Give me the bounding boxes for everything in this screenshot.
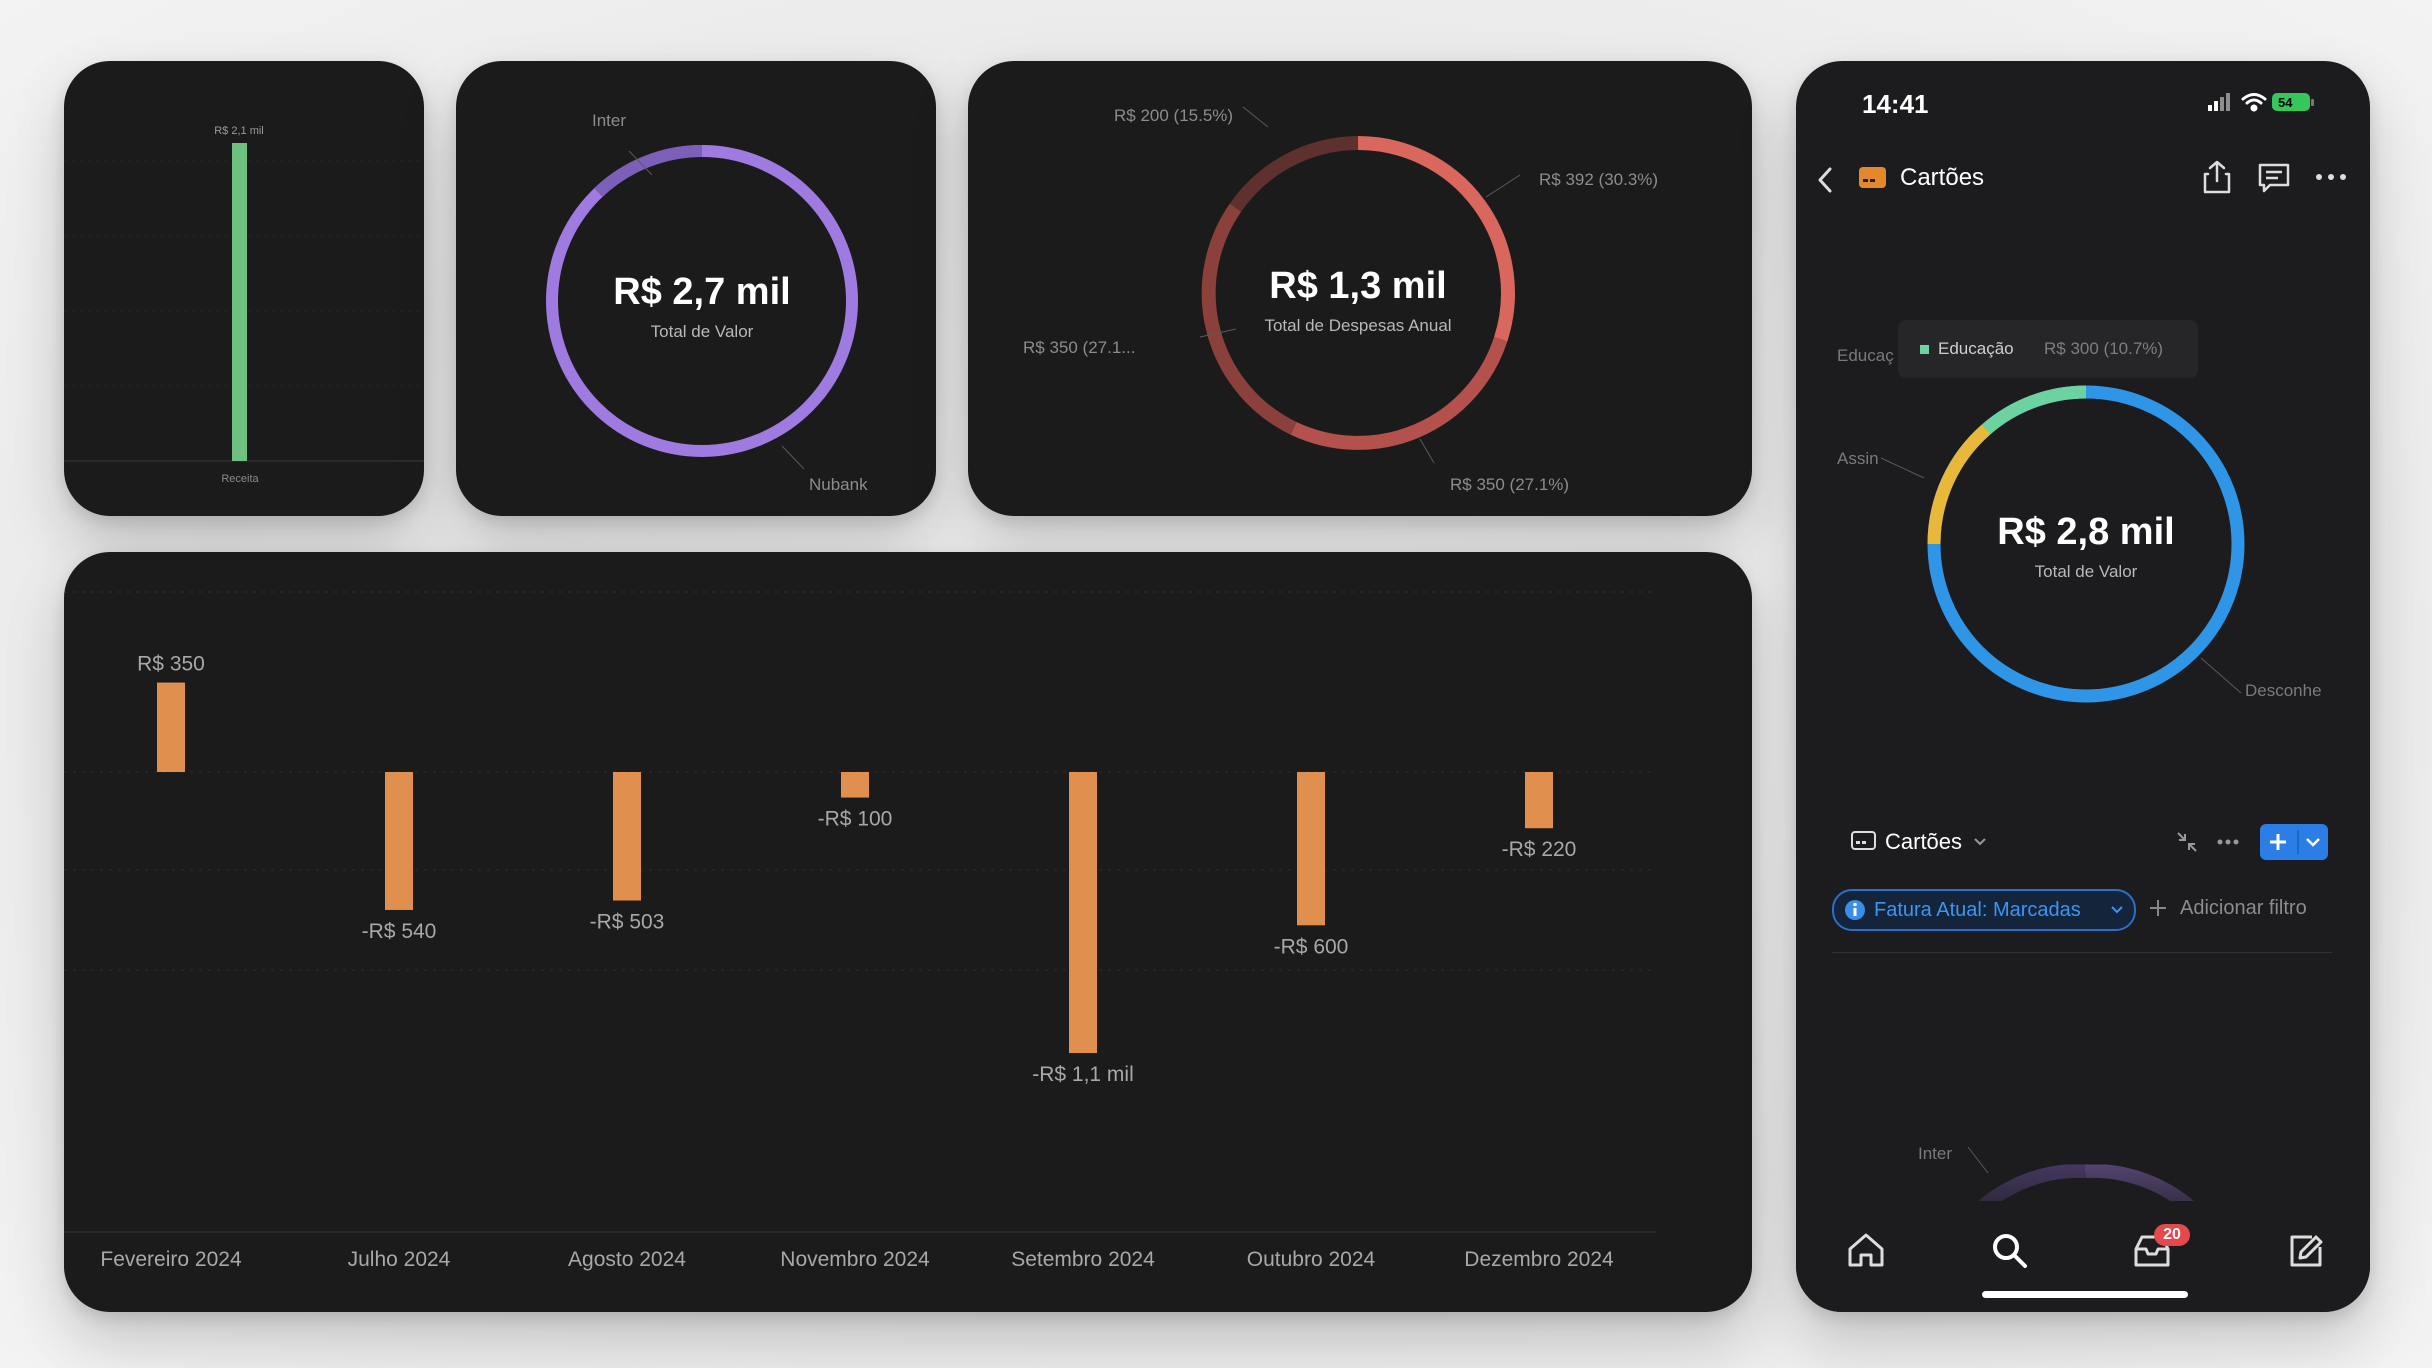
accounts-donut-card: Inter Nubank R$ 2,7 mil Total de Valor [456,61,936,516]
nav-title: Cartões [1900,164,1985,191]
bar-value-label: R$ 350 [137,653,205,676]
categories-donut-chart: Educaç Assin Desconhe R$ 2,8 mil Total d… [1837,320,2322,703]
expense-label-left: R$ 350 (27.1... [1023,338,1135,357]
receita-bar[interactable] [232,143,247,461]
bar[interactable] [1525,772,1553,829]
expenses-donut-card: R$ 200 (15.5%) R$ 392 (30.3%) R$ 350 (27… [968,61,1752,516]
plus-small-icon [2150,900,2166,916]
expense-label-top-right: R$ 392 (30.3%) [1539,170,1658,189]
bar[interactable] [613,772,641,901]
bar-value-label: -R$ 540 [362,920,437,943]
x-tick-label: Agosto 2024 [568,1248,686,1271]
accounts-center-caption: Total de Valor [651,322,754,341]
card-icon [1859,167,1886,188]
expense-slice-4[interactable] [1229,136,1359,212]
filter-chevron-icon [2111,906,2123,914]
more-options-icon[interactable] [2314,171,2350,183]
expense-slice-1[interactable] [1357,136,1515,342]
expenses-donut-chart: R$ 200 (15.5%) R$ 392 (30.3%) R$ 350 (27… [1023,106,1658,494]
bar-value-label: -R$ 220 [1502,838,1577,861]
tab-bar: 20 [1796,1201,2370,1312]
receita-chart-card: R$ 2,1 mil Receita [64,61,424,516]
bar[interactable] [385,772,413,910]
label-educacao: Educaç [1837,346,1894,365]
donut-slice-assinaturas[interactable] [1927,424,1991,545]
compose-icon[interactable] [2286,1231,2326,1271]
bar-value-label: -R$ 1,1 mil [1032,1063,1134,1086]
svg-text:R$ 300 (10.7%): R$ 300 (10.7%) [2044,339,2163,358]
section-title[interactable]: Cartões [1885,829,1963,854]
status-time: 14:41 [1862,89,1929,119]
expense-label-top-left: R$ 200 (15.5%) [1114,106,1233,125]
label-desconhe: Desconhe [2245,681,2322,700]
search-icon[interactable] [1990,1231,2030,1271]
home-indicator [1982,1291,2188,1298]
comment-icon[interactable] [2256,161,2292,195]
receita-chart: R$ 2,1 mil Receita [64,125,424,485]
inbox-icon[interactable] [2132,1229,2176,1269]
wifi-icon [2241,93,2267,112]
phone-donut-center-caption: Total de Valor [2035,562,2138,581]
back-chevron-icon[interactable] [1814,165,1838,195]
monthly-bar-chart: R$ 350 Fevereiro 2024 -R$ 540 Julho 2024 -R$… [64,591,1656,1271]
receita-bar-label: R$ 2,1 mil [214,125,264,137]
phone-donut-center-value: R$ 2,8 mil [1997,511,2174,553]
accounts-donut-chart: Inter Nubank R$ 2,7 mil Total de Valor [546,111,868,494]
chevron-down-icon[interactable] [1972,836,1988,848]
x-tick-label: Outubro 2024 [1247,1248,1376,1271]
battery-icon: 54 [2272,93,2314,111]
inbox-badge: 20 [2154,1224,2190,1246]
plus-icon [2270,830,2320,854]
expense-slice-3[interactable] [1201,203,1297,435]
x-tick-label: Setembro 2024 [1011,1248,1155,1271]
label-inter: Inter [592,111,626,130]
x-tick-label: Fevereiro 2024 [100,1248,242,1271]
label-nubank: Nubank [809,475,868,494]
bar[interactable] [1069,772,1097,1054]
filter-chip[interactable]: Fatura Atual: Marcadas [1832,889,2136,931]
share-icon[interactable] [2200,159,2234,195]
add-filter-button[interactable]: Adicionar filtro [2180,897,2307,919]
status-icons: 54 [2208,93,2314,112]
bar[interactable] [841,772,869,798]
svg-text:Educação: Educação [1938,339,2014,358]
label-assin: Assin [1837,449,1879,468]
phone-screen: 14:41 54 Cartões Educaç [1796,61,2370,1312]
filter-chip-label: Fatura Atual: Marcadas [1874,899,2081,921]
info-icon [1845,900,1865,920]
home-icon[interactable] [1846,1231,1886,1269]
bar-value-label: -R$ 600 [1274,935,1349,958]
section-more-icon[interactable] [2216,837,2244,847]
x-tick-label: Dezembro 2024 [1464,1248,1614,1271]
cards-section-icon [1851,831,1876,850]
monthly-bar-chart-card: R$ 350 Fevereiro 2024 -R$ 540 Julho 2024 -R$… [64,552,1752,1312]
add-button[interactable] [2260,824,2328,860]
bar[interactable] [157,682,185,772]
accounts-center-value: R$ 2,7 mil [613,271,790,313]
bar[interactable] [1297,772,1325,926]
bar-value-label: -R$ 503 [590,911,665,934]
expense-label-bottom-right: R$ 350 (27.1%) [1450,475,1569,494]
expenses-center-value: R$ 1,3 mil [1269,265,1446,307]
expenses-center-caption: Total de Despesas Anual [1264,316,1451,335]
x-tick-label: Julho 2024 [348,1248,451,1271]
donut-tooltip: Educação R$ 300 (10.7%) [1898,320,2198,378]
bar-value-label: -R$ 100 [818,808,893,831]
collapse-icon[interactable] [2174,829,2200,855]
mini-label-inter: Inter [1918,1144,1952,1163]
receita-category-label: Receita [221,473,259,485]
cellular-signal-icon [2208,93,2230,111]
svg-text:54: 54 [2278,95,2293,110]
donut-slice-educacao[interactable] [1982,385,2087,435]
filter-divider [1832,952,2332,953]
donut-slice-inter[interactable] [594,145,703,197]
x-tick-label: Novembro 2024 [780,1248,930,1271]
expense-slice-2[interactable] [1290,337,1508,450]
